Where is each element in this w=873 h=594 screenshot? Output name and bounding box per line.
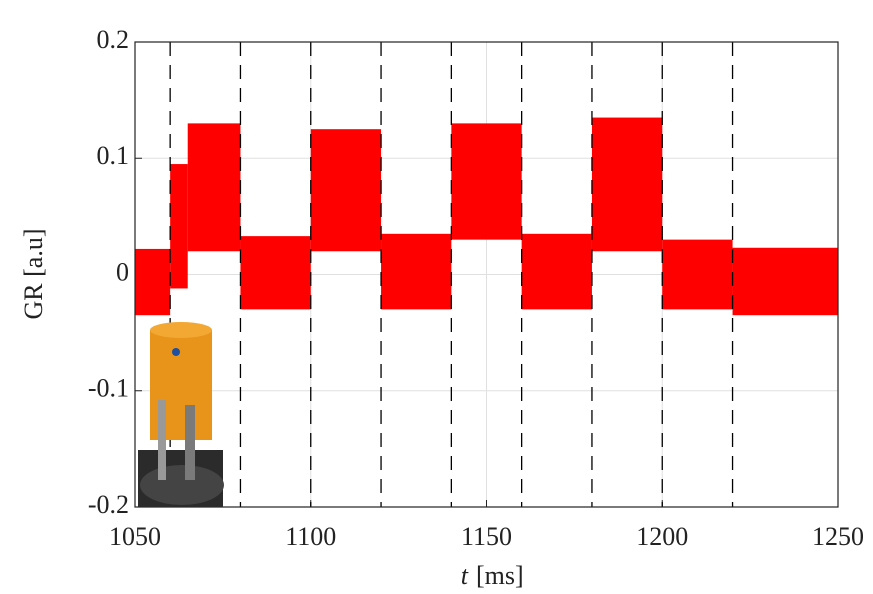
- axes-box: [134, 41, 839, 508]
- x-axis-symbol: t: [461, 561, 469, 590]
- signal-band: [170, 164, 188, 289]
- y-axis-label: GR [a.u]: [19, 229, 48, 320]
- signal-band: [381, 233, 452, 310]
- inset-photo: [138, 322, 224, 507]
- x-tick-label: 1050: [109, 522, 161, 551]
- signal-band: [662, 239, 733, 310]
- x-axis-unit: [ms]: [476, 561, 524, 590]
- y-tick-label: -0.1: [88, 374, 129, 403]
- x-tick-label: 1150: [461, 522, 512, 551]
- signal-band: [187, 123, 241, 252]
- y-tick-label: -0.2: [88, 490, 129, 519]
- x-tick-label: 1250: [812, 522, 864, 551]
- signal-band: [240, 236, 311, 310]
- signal-band: [310, 129, 382, 252]
- y-tick-label: 0.1: [97, 141, 130, 170]
- signal-band: [732, 247, 838, 316]
- x-tick-label: 1200: [636, 522, 688, 551]
- y-tick-label: 0: [116, 257, 129, 286]
- signal-band: [451, 123, 522, 240]
- y-tick-label: 0.2: [97, 25, 130, 54]
- signal-band: [521, 233, 592, 310]
- signal-band: [135, 248, 171, 316]
- plot-area: -0.2 -0.1 0 0.1 0.2 1050 1100 1150 1200 1250: [88, 25, 864, 551]
- signal-band: [591, 117, 663, 252]
- x-tick-label: 1100: [285, 522, 336, 551]
